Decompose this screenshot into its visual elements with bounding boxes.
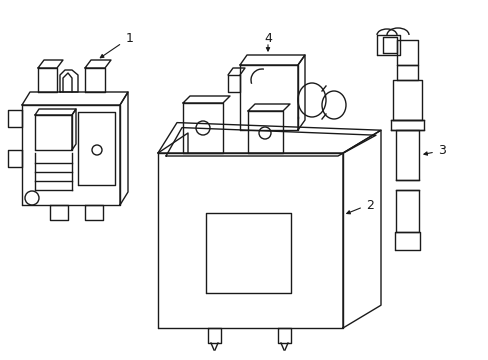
Text: 3: 3 [437, 144, 445, 157]
Text: 2: 2 [366, 198, 373, 212]
Text: 1: 1 [126, 32, 134, 45]
Text: 4: 4 [264, 32, 271, 45]
